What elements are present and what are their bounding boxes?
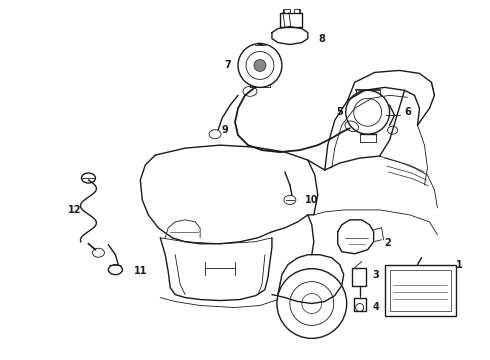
Bar [294, 9, 300, 13]
Bar [280, 13, 302, 27]
Text: 4: 4 [372, 302, 379, 311]
Circle shape [254, 59, 266, 71]
Text: 6: 6 [404, 107, 411, 117]
Text: 12: 12 [68, 205, 81, 215]
Bar [352, 268, 366, 285]
Text: 3: 3 [372, 270, 379, 280]
Bar [385, 265, 456, 316]
Text: 1: 1 [456, 260, 463, 270]
Bar [284, 9, 290, 13]
Text: 10: 10 [305, 195, 318, 205]
Text: 2: 2 [384, 238, 391, 248]
Text: 7: 7 [225, 60, 231, 71]
Text: 5: 5 [336, 107, 343, 117]
Bar [390, 270, 451, 311]
Bar [354, 298, 366, 311]
Text: 11: 11 [134, 266, 147, 276]
Text: 8: 8 [318, 33, 325, 44]
Text: 9: 9 [221, 125, 228, 135]
